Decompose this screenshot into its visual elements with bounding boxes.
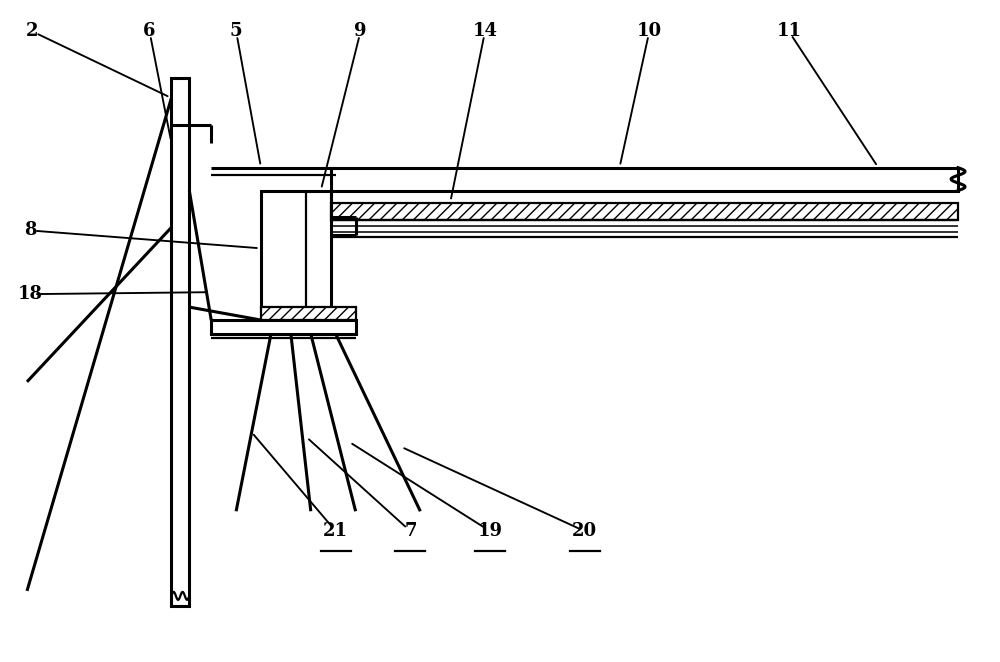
Bar bbox=[331, 167, 958, 191]
Text: 10: 10 bbox=[637, 23, 662, 40]
Text: 20: 20 bbox=[572, 522, 597, 540]
Bar bbox=[211, 320, 356, 334]
Bar bbox=[261, 191, 331, 307]
Text: 6: 6 bbox=[143, 23, 156, 40]
Text: 18: 18 bbox=[17, 285, 42, 303]
Text: 11: 11 bbox=[776, 23, 801, 40]
Text: 9: 9 bbox=[354, 23, 367, 40]
Text: 21: 21 bbox=[323, 522, 348, 540]
Text: 2: 2 bbox=[26, 23, 38, 40]
Text: 8: 8 bbox=[24, 221, 36, 240]
Text: 14: 14 bbox=[473, 23, 498, 40]
Text: 7: 7 bbox=[404, 522, 417, 540]
Text: 19: 19 bbox=[478, 522, 503, 540]
Bar bbox=[171, 78, 189, 606]
Bar bbox=[261, 307, 356, 320]
Text: 5: 5 bbox=[230, 23, 242, 40]
Bar bbox=[331, 203, 958, 220]
